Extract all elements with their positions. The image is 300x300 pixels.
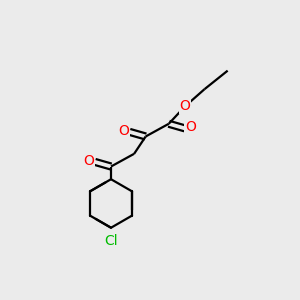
Text: Cl: Cl bbox=[104, 233, 118, 248]
Text: O: O bbox=[185, 120, 196, 134]
Text: O: O bbox=[84, 154, 94, 168]
Text: O: O bbox=[118, 124, 129, 138]
Text: O: O bbox=[179, 100, 191, 113]
